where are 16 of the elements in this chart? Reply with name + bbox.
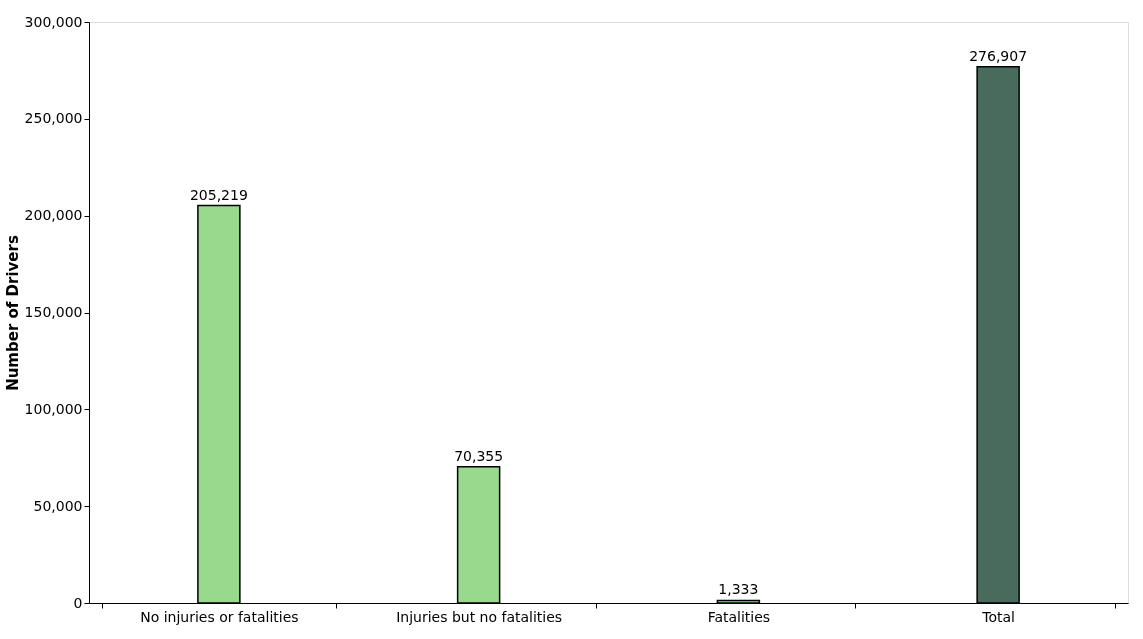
data-label: 205,219 bbox=[189, 186, 248, 203]
x-tick-label: Fatalities bbox=[707, 608, 771, 625]
y-tick-label: 150,000 bbox=[24, 304, 83, 320]
data-label: 1,333 bbox=[718, 581, 759, 598]
data-label: 276,907 bbox=[969, 47, 1028, 64]
x-tick-label: Injuries but no fatalities bbox=[396, 608, 563, 625]
y-axis-title: Number of Drivers bbox=[3, 235, 22, 391]
y-tick-label: 200,000 bbox=[24, 207, 83, 224]
y-tick-label: 300,000 bbox=[24, 13, 83, 30]
data-label: 70,355 bbox=[454, 447, 504, 464]
y-tick-label: 0 bbox=[73, 594, 83, 611]
y-tick-label: 50,000 bbox=[33, 497, 83, 514]
x-tick-label: No injuries or fatalities bbox=[140, 608, 299, 625]
y-tick-label: 100,000 bbox=[24, 400, 83, 417]
y-tick-label: 250,000 bbox=[24, 110, 83, 127]
x-tick-label: Total bbox=[981, 608, 1015, 625]
